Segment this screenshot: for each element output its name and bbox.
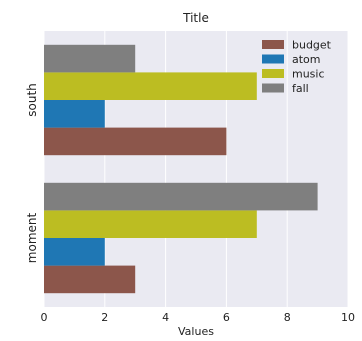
bar-moment-budget — [44, 265, 136, 294]
x-axis-label: Values — [178, 325, 214, 338]
bar-south-atom — [44, 100, 105, 128]
bar-moment-music — [44, 210, 257, 238]
x-tick-label: 4 — [162, 311, 169, 324]
x-tick-label: 10 — [341, 311, 355, 324]
x-tick-labels: 0 2 4 6 8 10 — [41, 311, 356, 324]
bar-moment-atom — [44, 238, 105, 266]
x-tick-label: 8 — [284, 311, 291, 324]
chart-title: Title — [182, 11, 209, 25]
legend-label-fall: fall — [292, 82, 309, 95]
legend-swatch-budget — [262, 40, 284, 49]
legend-swatch-atom — [262, 54, 284, 64]
bar-moment-fall — [44, 182, 318, 211]
bar-south-fall — [44, 44, 136, 73]
legend-label-budget: budget — [292, 39, 332, 52]
y-tick-label-moment: moment — [25, 213, 39, 264]
y-tick-label-south: south — [25, 83, 39, 117]
y-tick-labels: moment south — [25, 83, 39, 263]
legend-label-music: music — [292, 68, 325, 81]
x-tick-label: 2 — [101, 311, 108, 324]
legend-swatch-fall — [262, 83, 284, 93]
x-tick-label: 0 — [41, 311, 48, 324]
legend-swatch-music — [262, 69, 284, 78]
bar-south-music — [44, 72, 257, 100]
bars — [44, 44, 318, 294]
bar-south-budget — [44, 127, 227, 156]
legend-label-atom: atom — [292, 53, 321, 66]
x-tick-label: 6 — [223, 311, 230, 324]
